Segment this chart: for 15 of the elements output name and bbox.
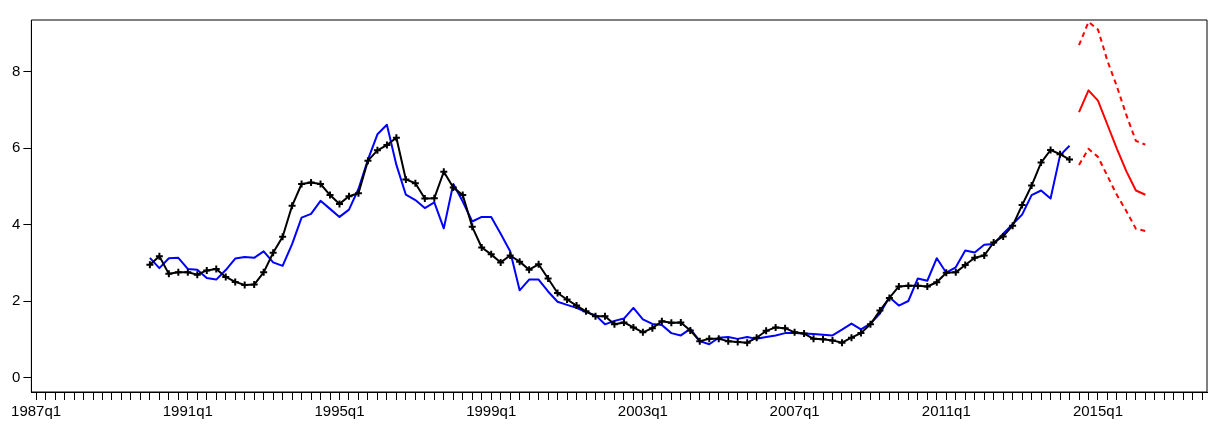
- y-tick-label: 0: [12, 367, 21, 385]
- y-tick-label: 8: [12, 61, 21, 79]
- x-tick-label: 2015q1: [1072, 402, 1123, 420]
- x-tick-label: 1987q1: [11, 402, 62, 420]
- y-tick-label: 2: [12, 291, 21, 309]
- x-tick-label: 1991q1: [162, 402, 213, 420]
- y-tick-label: 4: [12, 214, 21, 232]
- x-tick-label: 1995q1: [314, 402, 365, 420]
- x-tick-label: 1999q1: [466, 402, 517, 420]
- line-series: [1078, 147, 1147, 233]
- x-tick-label: 2003q1: [617, 402, 668, 420]
- x-tick-label: 2007q1: [769, 402, 820, 420]
- x-tick-label: 2011q1: [921, 402, 971, 420]
- line-series: [1078, 20, 1147, 146]
- y-tick-label: 6: [12, 138, 21, 156]
